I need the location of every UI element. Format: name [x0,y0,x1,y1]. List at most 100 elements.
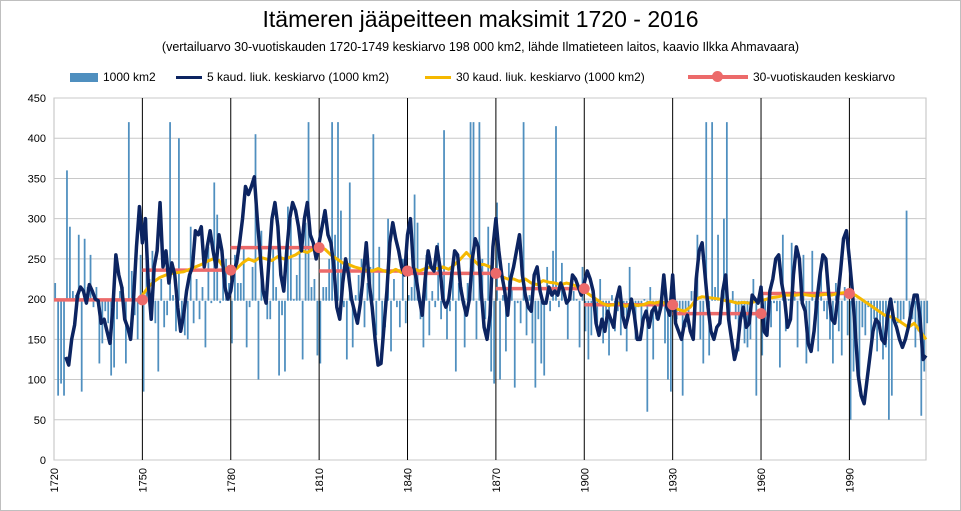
bar [163,300,166,328]
bar [219,300,222,304]
bar [552,250,554,301]
x-tick-label: 1900 [579,468,591,492]
bar [826,300,828,320]
bar [407,295,410,301]
bar [269,300,272,320]
bar [142,300,145,392]
bar [284,300,286,372]
bar [169,122,171,301]
bar [281,300,283,316]
bar [628,266,631,301]
bar [773,300,775,304]
bar [531,300,534,344]
bar [611,295,613,301]
bar [313,279,316,301]
bar [275,287,278,301]
bar [210,300,213,304]
bar [89,254,92,301]
bar [905,210,908,301]
bar [192,300,195,324]
bar [714,287,716,301]
bar [926,300,929,324]
bar [823,300,825,312]
bar [770,300,772,328]
running-mean-5yr-line [64,175,928,406]
bar [239,283,242,301]
bar [790,242,793,301]
bar [879,300,881,328]
bar [596,300,599,324]
bar [446,300,448,340]
bar [796,300,799,348]
bar [63,300,65,396]
bar [154,300,157,324]
legend-label-bars: 1000 km2 [103,70,156,84]
bar [98,300,101,364]
bar [304,222,307,301]
bar [207,246,210,301]
bar [337,122,339,301]
bar [832,300,834,364]
bar [378,246,381,301]
bar [578,300,581,348]
bar [292,299,295,301]
x-tick-label: 1930 [668,468,680,492]
bar [890,300,893,396]
bar [413,194,416,301]
bar [340,210,342,301]
bar [861,300,864,328]
bar [422,300,425,348]
bar [605,300,607,316]
bar [301,300,304,360]
period-average-marker [136,294,148,306]
bar [127,122,130,301]
legend-swatch-30yr [425,75,451,79]
bar [186,300,189,340]
bar [404,300,407,324]
bar [372,134,375,301]
bar [257,300,260,380]
bar [366,283,369,301]
bar [77,234,80,301]
legend-label-period: 30-vuotiskauden keskiarvo [753,70,896,84]
bar [222,274,224,301]
bar [457,283,460,301]
bar [201,287,204,301]
bar [204,300,207,348]
bar [443,130,445,301]
period-average-marker [402,265,414,277]
legend-swatch-5yr [176,75,202,79]
bar [555,126,557,301]
bar [289,218,292,301]
bar [755,300,758,396]
period-average-marker [578,283,590,295]
bar [864,300,867,336]
bar [160,279,163,301]
bar [908,300,911,316]
bar [116,300,118,320]
period-average-marker [225,264,237,276]
bar [434,300,437,308]
bar [622,300,625,316]
bar [469,122,472,301]
bar [351,300,354,348]
bar [896,300,899,324]
bar [731,291,734,301]
bar [882,300,884,360]
bar [723,218,725,301]
bar [499,300,501,380]
bar [231,300,233,344]
y-tick-label: 350 [28,173,46,185]
bar [840,300,843,356]
bar [858,300,861,392]
bar [198,300,201,320]
bar [475,300,478,340]
bar [236,283,239,301]
bar [71,291,74,301]
bar [157,300,160,372]
bar [440,300,442,320]
bar [717,234,719,301]
bar [54,283,57,301]
bar [528,295,531,301]
